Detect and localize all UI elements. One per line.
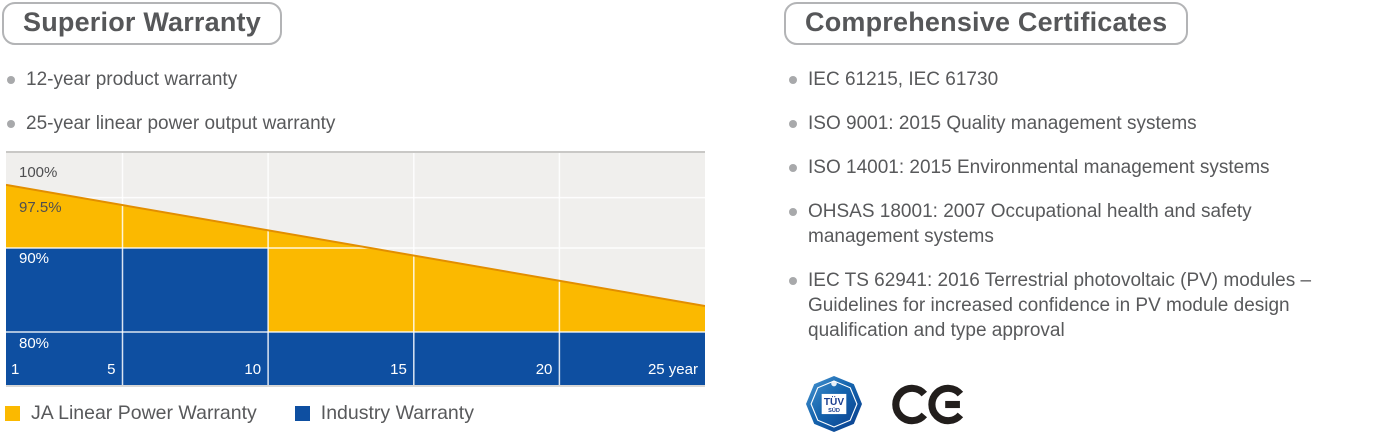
x-axis-tick: 20 [536, 361, 553, 378]
certificate-text: IEC 61215, IEC 61730 [808, 69, 999, 90]
legend-item-industry-warranty: Industry Warranty [294, 402, 474, 425]
tuv-inner-ring [810, 380, 858, 428]
list-item: 12-year product warranty [2, 67, 717, 92]
x-axis-tick: 5 [107, 361, 115, 378]
list-item: ISO 14001: 2015 Environmental management… [784, 155, 1396, 180]
warranty-section: Superior Warranty 12-year product warran… [2, 2, 717, 155]
x-axis-tick: 1 [11, 361, 19, 378]
y-axis-label: 80% [19, 335, 49, 352]
bullet-icon [7, 76, 15, 84]
tuv-text: TÜV [824, 395, 844, 408]
certification-logos: TÜV SÜD [806, 376, 968, 432]
y-axis-label: 90% [19, 250, 49, 267]
warranty-bullet-text: 12-year product warranty [26, 69, 238, 90]
certificate-text: ISO 14001: 2015 Environmental management… [808, 157, 1270, 178]
ce-letter-e-arc [928, 384, 964, 424]
section-title-superior-warranty: Superior Warranty [2, 2, 282, 45]
y-axis-label: 97.5% [19, 199, 62, 216]
tuv-label-box [821, 393, 847, 415]
bullet-icon [789, 76, 797, 84]
chart-legend: JA Linear Power Warranty Industry Warran… [5, 402, 474, 425]
warranty-chart: 100% 97.5% 90% 80% 1 5 10 15 20 25 year [6, 151, 705, 387]
list-item: ISO 9001: 2015 Quality management system… [784, 111, 1396, 136]
x-axis-tick: 10 [244, 361, 261, 378]
bullet-icon [7, 120, 15, 128]
list-item: IEC TS 62941: 2016 Terrestrial photovolt… [784, 268, 1396, 343]
ja-warranty-swatch-icon [5, 406, 20, 421]
ja-warranty-top-line [6, 183, 705, 307]
certificates-section: Comprehensive Certificates IEC 61215, IE… [784, 2, 1396, 362]
section-title-comprehensive-certificates: Comprehensive Certificates [784, 2, 1189, 45]
list-item: OHSAS 18001: 2007 Occupational health an… [784, 199, 1396, 249]
bullet-icon [789, 277, 797, 285]
certificate-text: IEC TS 62941: 2016 Terrestrial photovolt… [808, 270, 1312, 341]
legend-label: Industry Warranty [320, 402, 474, 424]
bullet-icon [789, 164, 797, 172]
warranty-bullet-list: 12-year product warranty 25-year linear … [2, 67, 717, 136]
x-axis-tick: 25 year [648, 361, 698, 378]
bullet-icon [789, 208, 797, 216]
industry-warranty-area [6, 248, 705, 385]
x-axis-tick: 15 [390, 361, 407, 378]
list-item: IEC 61215, IEC 61730 [784, 67, 1396, 92]
legend-item-ja-warranty: JA Linear Power Warranty [5, 402, 257, 425]
legend-label: JA Linear Power Warranty [31, 402, 257, 424]
warranty-bullet-text: 25-year linear power output warranty [26, 113, 336, 134]
warranty-chart-svg: 100%97.5%90%80%1 5 10 15 20 25 year [6, 153, 705, 385]
industry-warranty-swatch-icon [294, 406, 310, 421]
certificates-bullet-list: IEC 61215, IEC 61730 ISO 9001: 2015 Qual… [784, 67, 1396, 343]
tuv-sud-logo: TÜV SÜD [806, 376, 862, 432]
ce-mark-logo [892, 384, 964, 424]
list-item: 25-year linear power output warranty [2, 111, 717, 136]
y-axis-label: 100% [19, 164, 57, 181]
bullet-icon [789, 120, 797, 128]
certificate-text: OHSAS 18001: 2007 Occupational health an… [808, 201, 1252, 247]
ce-letter-c [892, 384, 928, 424]
sud-text: SÜD [828, 407, 840, 414]
tuv-top-seal-icon [831, 380, 837, 387]
certificate-text: ISO 9001: 2015 Quality management system… [808, 113, 1197, 134]
